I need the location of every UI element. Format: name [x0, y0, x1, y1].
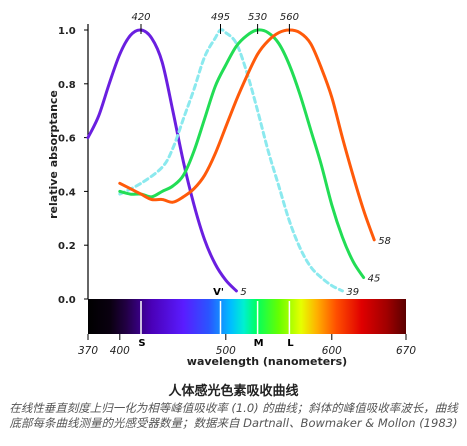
visible-spectrum-band: [88, 299, 406, 334]
peak-wavelength-label: 560: [280, 12, 299, 23]
series-line-3: [118, 28, 366, 279]
series-end-label: 5: [240, 287, 246, 298]
peak-wavelength-label: 420: [131, 12, 150, 23]
series-end-label: 45: [368, 273, 381, 284]
series-line-2: [118, 28, 344, 293]
absorptance-chart: 0.0 0.2 0.4 0.6 0.8 1.0 relative absorptance 37…: [47, 12, 416, 368]
y-tick-label: 1.0: [58, 26, 76, 37]
series-line-1: [86, 28, 238, 293]
series-lines: [86, 28, 376, 293]
band-marker-label: M: [254, 338, 264, 349]
y-tick-label: 0.4: [58, 187, 76, 198]
x-tick-label: 370: [78, 345, 98, 357]
x-tick-label: 600: [322, 345, 342, 357]
x-axis-label: wavelength (nanometers): [187, 355, 347, 368]
x-tick-label: 500: [216, 345, 236, 357]
y-tick-label: 0.6: [58, 134, 76, 145]
y-tick-label: 0.2: [58, 241, 76, 252]
band-marker-label: V': [213, 287, 224, 298]
spectrum-bar: [88, 299, 406, 334]
figure-caption-title: 人体感光色素吸收曲线: [168, 384, 299, 399]
band-marker-label: L: [287, 338, 294, 349]
band-marker-label: S: [138, 338, 145, 349]
x-tick-label: 400: [110, 345, 130, 357]
peak-wavelength-label: 530: [248, 12, 267, 23]
series-end-label: 39: [346, 287, 359, 298]
series-line-4: [118, 28, 376, 242]
y-axis-label: relative absorptance: [47, 90, 60, 219]
y-tick-label: 0.0: [58, 295, 76, 306]
y-tick-label: 0.8: [58, 80, 76, 91]
chart-labels: S V' M L 420 495 530 560 5 39 45 58: [131, 12, 390, 349]
peak-wavelength-label: 495: [211, 12, 230, 23]
axes: 0.0 0.2 0.4 0.6 0.8 1.0 relative absorptance 37…: [47, 24, 416, 368]
figure-caption-note: 在线性垂直刻度上归一化为相等峰值吸收率 (1.0) 的曲线；斜体的峰值吸收率波长…: [9, 401, 458, 430]
x-tick-label: 670: [396, 345, 416, 357]
series-end-label: 58: [378, 236, 391, 247]
